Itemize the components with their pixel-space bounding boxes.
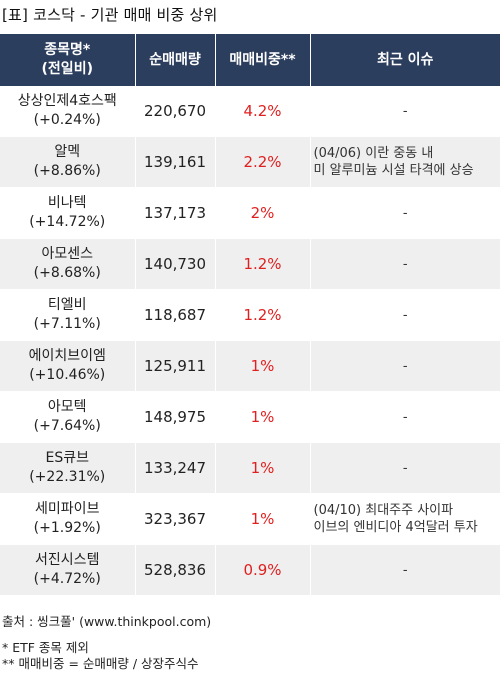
footer-source: 출처 : 씽크풀' (www.thinkpool.com) — [2, 614, 212, 629]
recent-issue: - — [309, 340, 500, 392]
stock-name: 에이치브이엠 — [28, 348, 106, 364]
stock-name: 상상인제4호스팩 — [17, 93, 117, 109]
stock-name: 아모텍 — [47, 399, 87, 415]
stock-name-cell: 에이치브이엠 (+10.46%) — [0, 340, 135, 392]
trading-ratio: 2% — [214, 187, 310, 239]
stock-name-cell: 세미파이브 (+1.92%) — [0, 493, 135, 545]
price-change: (+1.92%) — [33, 520, 101, 536]
table-row: ES큐브 (+22.31%) 133,247 1% - — [0, 442, 500, 494]
trading-ratio: 2.2% — [214, 136, 310, 188]
net-volume: 125,911 — [134, 340, 215, 392]
column-header-ratio: 매매비중** — [214, 34, 310, 86]
issue-line: (04/10) 최대주주 사이파 — [313, 503, 454, 518]
recent-issue: - — [309, 86, 500, 137]
stock-name: 세미파이브 — [35, 501, 100, 517]
page-title: [표] 코스닥 - 기관 매매 비중 상위 — [2, 6, 218, 24]
net-volume: 220,670 — [134, 86, 215, 137]
column-header-issue: 최근 이슈 — [309, 34, 500, 86]
trading-ratio: 1% — [214, 493, 310, 545]
price-change: (+14.72%) — [29, 214, 106, 230]
issue-line: 이브의 엔비디아 4억달러 투자 — [313, 520, 478, 535]
table-row: 서진시스템 (+4.72%) 528,836 0.9% - — [0, 544, 500, 596]
recent-issue: - — [309, 289, 500, 341]
stock-name-cell: ES큐브 (+22.31%) — [0, 442, 135, 494]
stock-name: 아모센스 — [41, 246, 94, 262]
issue-line: - — [402, 205, 408, 221]
recent-issue: - — [309, 544, 500, 596]
net-volume: 140,730 — [134, 238, 215, 290]
net-volume: 148,975 — [134, 391, 215, 443]
footer-note-etf: * ETF 종목 제외 — [2, 640, 89, 655]
stock-name: ES큐브 — [45, 450, 90, 466]
footer-note-ratio: ** 매매비중 = 순매매량 / 상장주식수 — [2, 656, 199, 671]
net-volume: 323,367 — [134, 493, 215, 545]
issue-line: (04/06) 이란 중동 내 — [313, 146, 434, 161]
price-change: (+8.68%) — [33, 265, 101, 281]
stock-name: 알멕 — [54, 144, 81, 160]
stock-name-cell: 상상인제4호스팩 (+0.24%) — [0, 86, 135, 137]
net-volume: 118,687 — [134, 289, 215, 341]
table-header: 종목명* (전일비) 순매매량 매매비중** 최근 이슈 — [0, 34, 500, 86]
trading-ratio: 1.2% — [214, 289, 310, 341]
column-header-name: 종목명* (전일비) — [0, 34, 135, 86]
stock-name-cell: 알멕 (+8.86%) — [0, 136, 135, 188]
net-volume: 528,836 — [134, 544, 215, 596]
stock-name: 비나텍 — [47, 195, 87, 211]
issue-line: 미 알루미늄 시설 타격에 상승 — [313, 163, 474, 178]
institution-trading-table: 종목명* (전일비) 순매매량 매매비중** 최근 이슈 상상인제4호스팩 (+0… — [0, 34, 500, 596]
trading-ratio: 1.2% — [214, 238, 310, 290]
table-row: 아모텍 (+7.64%) 148,975 1% - — [0, 391, 500, 443]
net-volume: 133,247 — [134, 442, 215, 494]
trading-ratio: 4.2% — [214, 86, 310, 137]
column-header-volume: 순매매량 — [134, 34, 215, 86]
issue-line: - — [402, 562, 408, 578]
price-change: (+7.11%) — [33, 316, 101, 332]
price-change: (+22.31%) — [29, 469, 106, 485]
trading-ratio: 1% — [214, 391, 310, 443]
price-change: (+4.72%) — [33, 571, 101, 587]
table-row: 아모센스 (+8.68%) 140,730 1.2% - — [0, 238, 500, 290]
stock-name-cell: 서진시스템 (+4.72%) — [0, 544, 135, 596]
price-change: (+8.86%) — [33, 163, 101, 179]
issue-line: - — [402, 103, 408, 119]
issue-line: - — [402, 409, 408, 425]
price-change: (+10.46%) — [29, 367, 106, 383]
table-row: 에이치브이엠 (+10.46%) 125,911 1% - — [0, 340, 500, 392]
stock-name-cell: 티엘비 (+7.11%) — [0, 289, 135, 341]
issue-line: - — [402, 358, 408, 374]
stock-name-cell: 아모텍 (+7.64%) — [0, 391, 135, 443]
trading-ratio: 1% — [214, 340, 310, 392]
issue-line: - — [402, 460, 408, 476]
recent-issue: - — [309, 442, 500, 494]
recent-issue: - — [309, 391, 500, 443]
net-volume: 137,173 — [134, 187, 215, 239]
trading-ratio: 1% — [214, 442, 310, 494]
table-body: 상상인제4호스팩 (+0.24%) 220,670 4.2% - 알멕 (+8.86%) 13… — [0, 86, 500, 596]
table-row: 비나텍 (+14.72%) 137,173 2% - — [0, 187, 500, 239]
price-change: (+0.24%) — [33, 112, 101, 128]
stock-name: 서진시스템 — [35, 552, 100, 568]
table-row: 상상인제4호스팩 (+0.24%) 220,670 4.2% - — [0, 86, 500, 137]
net-volume: 139,161 — [134, 136, 215, 188]
stock-name-cell: 비나텍 (+14.72%) — [0, 187, 135, 239]
stock-name: 티엘비 — [47, 297, 87, 313]
issue-line: - — [402, 307, 408, 323]
trading-ratio: 0.9% — [214, 544, 310, 596]
recent-issue: - — [309, 238, 500, 290]
price-change: (+7.64%) — [33, 418, 101, 434]
recent-issue: - — [309, 187, 500, 239]
stock-name-cell: 아모센스 (+8.68%) — [0, 238, 135, 290]
table-row: 티엘비 (+7.11%) 118,687 1.2% - — [0, 289, 500, 341]
issue-line: - — [402, 256, 408, 272]
